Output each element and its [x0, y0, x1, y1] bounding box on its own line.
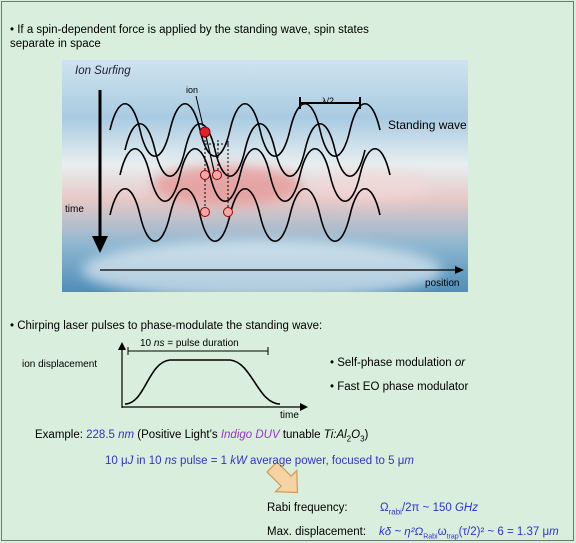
- ion-surfing-title: Ion Surfing: [75, 65, 131, 77]
- ion-arrow-down: [204, 131, 216, 176]
- half-wavelength-marker: [299, 97, 361, 109]
- ion-surfing-diagram: [62, 60, 468, 292]
- time-arrow-head: [92, 236, 108, 253]
- standing-wave-2: [124, 122, 366, 178]
- pulse-duration-label: 10 ns = pulse duration: [140, 338, 239, 349]
- pulse-curve: [124, 359, 281, 405]
- pulse-duration-marker: [127, 347, 269, 355]
- ion-pointer: [195, 95, 204, 127]
- rabi-frequency-label: Rabi frequency:: [267, 502, 348, 514]
- example-line: Example: 228.5 nm (Positive Light’s Indi…: [35, 429, 369, 444]
- max-displacement-value: kδ ~ η²ΩRabiωtrap(τ/2)² ~ 6 = 1.37 μm: [379, 526, 559, 541]
- bullet-1-line-2: separate in space: [10, 38, 101, 50]
- ion-pink-2: [212, 170, 222, 180]
- option-self-phase: • Self-phase modulation or: [330, 357, 466, 369]
- ion-pink-1: [200, 170, 210, 180]
- ion-pink-4: [223, 207, 233, 217]
- pulse-y-arrow-head: [118, 342, 126, 350]
- standing-wave-1: [109, 102, 381, 158]
- ion-pink-3: [200, 207, 210, 217]
- option-eo-modulator: • Fast EO phase modulator: [330, 381, 469, 393]
- max-displacement-label: Max. displacement:: [267, 526, 367, 538]
- position-axis-label: position: [425, 278, 460, 289]
- rabi-frequency-value: Ωrabi/2π ~ 150 GHz: [380, 502, 478, 517]
- pulse-xlabel: time: [280, 410, 299, 421]
- half-wavelength-label: λ/2: [322, 96, 335, 106]
- ion-path-2: [217, 140, 229, 212]
- ion-label: ion: [186, 85, 199, 95]
- position-arrow-head: [455, 266, 464, 274]
- standing-wave-3: [119, 147, 391, 203]
- time-axis-label: time: [65, 204, 84, 215]
- down-right-arrow: [266, 461, 299, 494]
- ion-red: [199, 126, 211, 138]
- standing-wave-4: [109, 187, 381, 243]
- power-line: 10 μJ in 10 ns pulse = 1 kW average powe…: [105, 455, 414, 467]
- bullet-2: • Chirping laser pulses to phase-modulat…: [10, 320, 323, 332]
- bullet-1-line-1: • If a spin-dependent force is applied b…: [10, 24, 369, 36]
- standing-wave-label: Standing wave: [388, 118, 467, 132]
- pulse-x-arrow-head: [300, 403, 308, 411]
- pulse-ylabel: ion displacement: [22, 359, 98, 370]
